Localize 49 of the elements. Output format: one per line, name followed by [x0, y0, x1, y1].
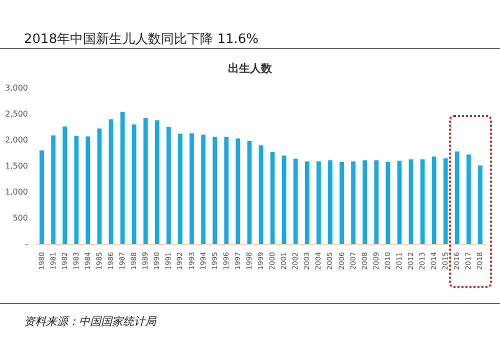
bar — [362, 160, 368, 244]
bar — [97, 128, 102, 244]
bar — [247, 141, 252, 244]
y-tick-label: - — [25, 240, 28, 248]
y-tick-label: 1,500 — [5, 162, 28, 170]
bar — [420, 159, 425, 244]
bar — [258, 145, 264, 244]
bar — [386, 162, 390, 244]
bar — [432, 156, 436, 244]
y-tick-label: 2,500 — [5, 110, 28, 118]
bar — [478, 165, 482, 244]
bar — [108, 119, 114, 244]
bar — [201, 134, 206, 244]
bar — [397, 160, 402, 244]
y-tick-label: 1,000 — [5, 188, 28, 196]
bar — [328, 160, 332, 244]
bar — [212, 136, 218, 244]
chart-title: 2018年中国新生儿人数同比下降 11.6% — [24, 31, 259, 48]
bar — [74, 136, 79, 244]
bar — [454, 151, 460, 244]
text: 资料来源：中国国家统计局 — [24, 314, 156, 329]
bar — [466, 154, 471, 244]
bar — [316, 161, 321, 244]
bar — [86, 136, 90, 244]
bar — [304, 161, 310, 244]
bar — [236, 138, 240, 244]
bar — [40, 150, 44, 244]
y-tick-label: 3,000 — [5, 84, 28, 92]
bar — [178, 134, 182, 244]
bar — [154, 120, 160, 244]
bar — [62, 126, 68, 244]
bar — [166, 127, 171, 244]
y-tick-label: 500 — [12, 214, 28, 222]
y-tick-label: 2,000 — [5, 136, 28, 144]
bar — [270, 152, 275, 244]
bar — [351, 161, 356, 244]
chart-subtitle: 出生人数 — [228, 62, 273, 75]
bar — [408, 159, 414, 244]
bar — [224, 136, 229, 244]
bar — [190, 133, 194, 244]
bar — [120, 112, 125, 244]
bar — [132, 124, 136, 244]
bar — [340, 162, 344, 244]
bar — [282, 156, 286, 244]
bar — [143, 118, 148, 244]
bar — [443, 158, 448, 244]
bar — [374, 160, 379, 244]
bar — [51, 135, 56, 244]
bar — [293, 158, 298, 244]
